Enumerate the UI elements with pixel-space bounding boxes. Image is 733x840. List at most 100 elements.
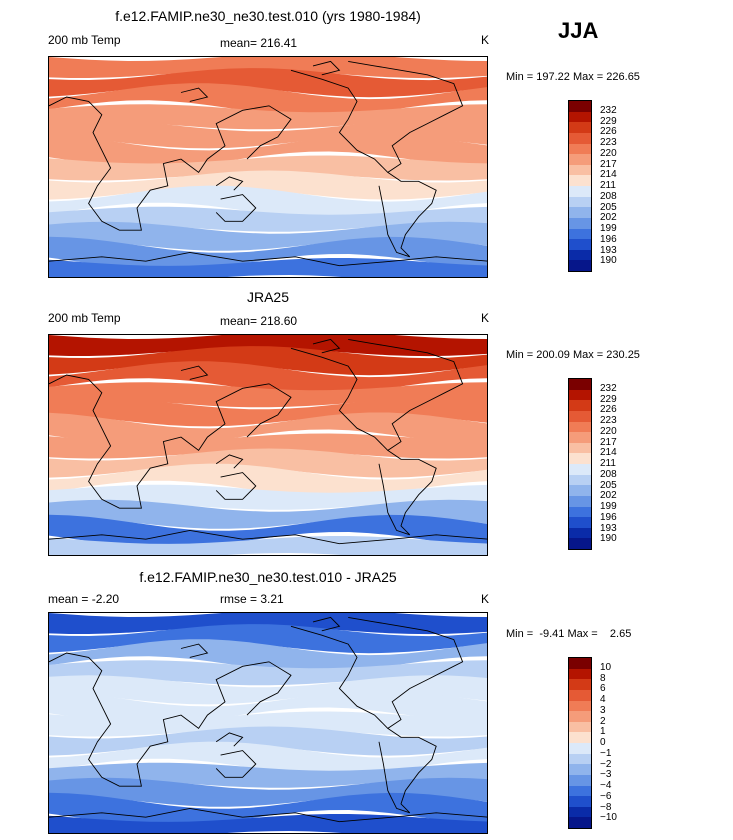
contour-band — [49, 83, 487, 117]
colorbar-swatch — [569, 764, 591, 775]
panel2-title: JRA25 — [246, 289, 290, 305]
colorbar-label: 223 — [600, 415, 617, 426]
colorbar-swatch — [569, 785, 591, 797]
coastline — [290, 616, 464, 729]
colorbar-swatch — [569, 485, 591, 496]
colorbar-label: 208 — [600, 468, 617, 480]
colorbar-label: 226 — [600, 126, 617, 138]
colorbar-swatch — [569, 721, 591, 733]
coastline — [215, 194, 257, 222]
colorbar-swatch — [569, 228, 591, 240]
map-svg — [49, 57, 487, 277]
colorbar-swatch — [569, 689, 591, 701]
colorbar-label: 1 — [600, 726, 606, 738]
colorbar-label: 193 — [600, 522, 617, 534]
contour-band — [49, 792, 487, 826]
contour-band — [49, 185, 487, 219]
colorbar-swatch — [569, 538, 591, 549]
coastline — [378, 172, 437, 258]
contour-band — [49, 499, 487, 529]
colorbar-label: −8 — [600, 801, 612, 813]
coastline — [378, 728, 437, 814]
colorbar-label: 232 — [600, 104, 617, 116]
colorbar-swatch — [569, 442, 591, 454]
map-svg — [49, 613, 487, 833]
colorbar-label: 220 — [600, 425, 617, 437]
colorbar-swatch — [569, 132, 591, 144]
panel3-colorbar — [568, 657, 592, 829]
contour-band — [49, 448, 487, 478]
colorbar-label: 205 — [600, 201, 617, 213]
colorbar-swatch — [569, 196, 591, 208]
panel2-minmax: Min = 200.09 Max = 230.25 — [506, 349, 640, 361]
colorbar-label: −3 — [600, 769, 612, 781]
colorbar-swatch — [569, 410, 591, 422]
panel1-map — [48, 56, 488, 278]
colorbar-swatch — [569, 668, 591, 680]
coastline — [378, 450, 437, 536]
colorbar-label: 208 — [600, 190, 617, 202]
coastline — [49, 652, 292, 787]
panel1-minmax: Min = 197.22 Max = 226.65 — [506, 71, 640, 83]
colorbar-swatch — [569, 379, 591, 390]
contour-band — [49, 613, 487, 635]
colorbar-swatch — [569, 111, 591, 123]
colorbar-swatch — [569, 817, 591, 828]
colorbar-swatch — [569, 389, 591, 401]
colorbar-label: 220 — [600, 147, 617, 159]
colorbar-label: 214 — [600, 447, 617, 459]
colorbar-label: 190 — [600, 255, 617, 267]
coastline — [49, 529, 487, 545]
colorbar-label: 3 — [600, 704, 606, 716]
panel3-title: f.e12.FAMIP.ne30_ne30.test.010 - JRA25 — [139, 569, 397, 585]
panel1-units: K — [481, 33, 490, 47]
panel3-rmse: rmse = 3.21 — [220, 592, 284, 606]
colorbar-label: 196 — [600, 233, 617, 245]
colorbar-label: 223 — [600, 137, 617, 148]
contour-band — [49, 777, 487, 807]
colorbar-label: 199 — [600, 223, 617, 234]
panel3-mean: mean = -2.20 — [48, 592, 120, 606]
contour-band — [49, 170, 487, 200]
contour-band — [49, 134, 487, 168]
colorbar-swatch — [569, 464, 591, 475]
colorbar-swatch — [569, 732, 591, 743]
colorbar-swatch — [569, 658, 591, 669]
colorbar-label: 202 — [600, 212, 617, 224]
panel1-mean: mean= 216.41 — [220, 36, 298, 50]
colorbar-swatch — [569, 517, 591, 528]
colorbar-label: 199 — [600, 501, 617, 512]
panel1-title: f.e12.FAMIP.ne30_ne30.test.010 (yrs 1980… — [115, 8, 421, 24]
contour-band — [49, 514, 487, 548]
colorbar-label: 226 — [600, 404, 617, 416]
panel2-units: K — [481, 311, 490, 325]
coastline — [312, 60, 341, 76]
colorbar-swatch — [569, 506, 591, 518]
colorbar-label: 229 — [600, 115, 617, 127]
colorbar-swatch — [569, 679, 591, 690]
coastline — [180, 643, 209, 658]
contour-band — [49, 463, 487, 497]
colorbar-label: 211 — [600, 458, 616, 469]
colorbar-swatch — [569, 207, 591, 218]
colorbar-swatch — [569, 400, 591, 411]
panel2-colorbar — [568, 378, 592, 550]
coastline — [49, 807, 487, 823]
coastline — [215, 750, 257, 778]
coastline — [49, 374, 292, 509]
colorbar-label: 10 — [600, 661, 612, 673]
colorbar-swatch — [569, 164, 591, 176]
contour-band — [49, 346, 487, 376]
colorbar-swatch — [569, 495, 591, 507]
colorbar-swatch — [569, 239, 591, 250]
colorbar-swatch — [569, 753, 591, 765]
colorbar-swatch — [569, 421, 591, 433]
coastline — [180, 87, 209, 102]
coastline — [215, 176, 244, 191]
colorbar-swatch — [569, 432, 591, 443]
colorbar-label: 214 — [600, 169, 617, 181]
colorbar-label: −10 — [600, 812, 617, 824]
coastline — [215, 472, 257, 500]
colorbar-swatch — [569, 774, 591, 786]
colorbar-label: 232 — [600, 382, 617, 394]
